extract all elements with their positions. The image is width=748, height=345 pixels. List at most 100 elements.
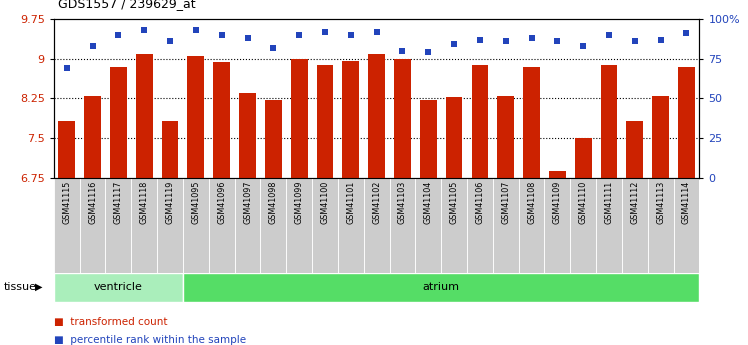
Point xyxy=(603,32,615,38)
Bar xyxy=(291,59,307,178)
Text: GSM41112: GSM41112 xyxy=(631,180,640,224)
Bar xyxy=(265,100,282,178)
Bar xyxy=(545,178,570,273)
Bar xyxy=(574,138,592,178)
Bar xyxy=(312,178,338,273)
Text: GSM41100: GSM41100 xyxy=(320,180,329,224)
Bar xyxy=(316,65,334,178)
Bar xyxy=(652,96,669,178)
Bar xyxy=(523,67,540,178)
Text: GSM41095: GSM41095 xyxy=(191,180,200,224)
Bar xyxy=(364,178,390,273)
Point xyxy=(190,27,202,33)
Bar xyxy=(420,100,437,178)
Text: GSM41116: GSM41116 xyxy=(88,180,97,224)
Point xyxy=(577,43,589,49)
Bar xyxy=(235,178,260,273)
Point xyxy=(681,30,693,36)
Bar xyxy=(54,273,183,302)
Point xyxy=(61,66,73,71)
Bar xyxy=(54,178,80,273)
Bar xyxy=(343,61,359,178)
Point xyxy=(396,48,408,53)
Text: GSM41105: GSM41105 xyxy=(450,180,459,224)
Bar xyxy=(188,56,204,178)
Text: GSM41097: GSM41097 xyxy=(243,180,252,224)
Bar xyxy=(213,62,230,178)
Bar xyxy=(183,273,699,302)
Bar xyxy=(80,178,105,273)
Bar xyxy=(260,178,286,273)
Bar xyxy=(136,55,153,178)
Text: GSM41117: GSM41117 xyxy=(114,180,123,224)
Text: atrium: atrium xyxy=(423,282,460,292)
Bar xyxy=(85,96,101,178)
Point xyxy=(319,29,331,34)
Bar xyxy=(601,65,617,178)
Bar xyxy=(58,121,75,178)
Bar xyxy=(368,55,385,178)
Bar xyxy=(394,59,411,178)
Text: GSM41099: GSM41099 xyxy=(295,180,304,224)
Bar xyxy=(471,65,488,178)
Bar xyxy=(493,178,518,273)
Bar xyxy=(518,178,545,273)
Text: GSM41104: GSM41104 xyxy=(424,180,433,224)
Bar xyxy=(570,178,596,273)
Point xyxy=(293,32,305,38)
Text: GSM41101: GSM41101 xyxy=(346,180,355,224)
Point xyxy=(242,35,254,41)
Bar xyxy=(239,93,256,178)
Text: GSM41109: GSM41109 xyxy=(553,180,562,224)
Bar xyxy=(497,96,514,178)
Bar xyxy=(286,178,312,273)
Text: GSM41115: GSM41115 xyxy=(62,180,71,224)
Point xyxy=(112,32,124,38)
Point xyxy=(267,45,279,50)
Point xyxy=(164,38,176,44)
Bar xyxy=(549,171,565,178)
Bar xyxy=(678,67,695,178)
Bar xyxy=(209,178,235,273)
Bar xyxy=(132,178,157,273)
Text: GSM41096: GSM41096 xyxy=(217,180,226,224)
Text: GSM41113: GSM41113 xyxy=(656,180,665,224)
Text: GSM41118: GSM41118 xyxy=(140,180,149,224)
Point xyxy=(345,32,357,38)
Text: GSM41102: GSM41102 xyxy=(372,180,381,224)
Bar xyxy=(338,178,364,273)
Point xyxy=(138,27,150,33)
Bar xyxy=(441,178,467,273)
Bar xyxy=(162,121,179,178)
Text: GDS1557 / 239629_at: GDS1557 / 239629_at xyxy=(58,0,195,10)
Bar xyxy=(157,178,183,273)
Point xyxy=(423,50,435,55)
Text: GSM41110: GSM41110 xyxy=(579,180,588,224)
Bar xyxy=(467,178,493,273)
Text: ■  percentile rank within the sample: ■ percentile rank within the sample xyxy=(54,335,246,345)
Bar xyxy=(183,178,209,273)
Bar xyxy=(648,178,673,273)
Text: GSM41107: GSM41107 xyxy=(501,180,510,224)
Text: ventricle: ventricle xyxy=(94,282,143,292)
Point xyxy=(654,37,666,42)
Text: ■  transformed count: ■ transformed count xyxy=(54,317,168,327)
Point xyxy=(526,35,538,41)
Text: GSM41114: GSM41114 xyxy=(682,180,691,224)
Bar xyxy=(596,178,622,273)
Bar xyxy=(415,178,441,273)
Bar xyxy=(390,178,415,273)
Text: GSM41108: GSM41108 xyxy=(527,180,536,224)
Text: GSM41103: GSM41103 xyxy=(398,180,407,224)
Point xyxy=(500,38,512,44)
Point xyxy=(551,38,563,44)
Text: tissue: tissue xyxy=(4,282,37,292)
Point xyxy=(215,32,227,38)
Bar xyxy=(105,178,132,273)
Point xyxy=(370,29,382,34)
Bar xyxy=(622,178,648,273)
Text: GSM41098: GSM41098 xyxy=(269,180,278,224)
Text: ▶: ▶ xyxy=(35,282,43,292)
Bar xyxy=(626,121,643,178)
Text: GSM41119: GSM41119 xyxy=(165,180,174,224)
